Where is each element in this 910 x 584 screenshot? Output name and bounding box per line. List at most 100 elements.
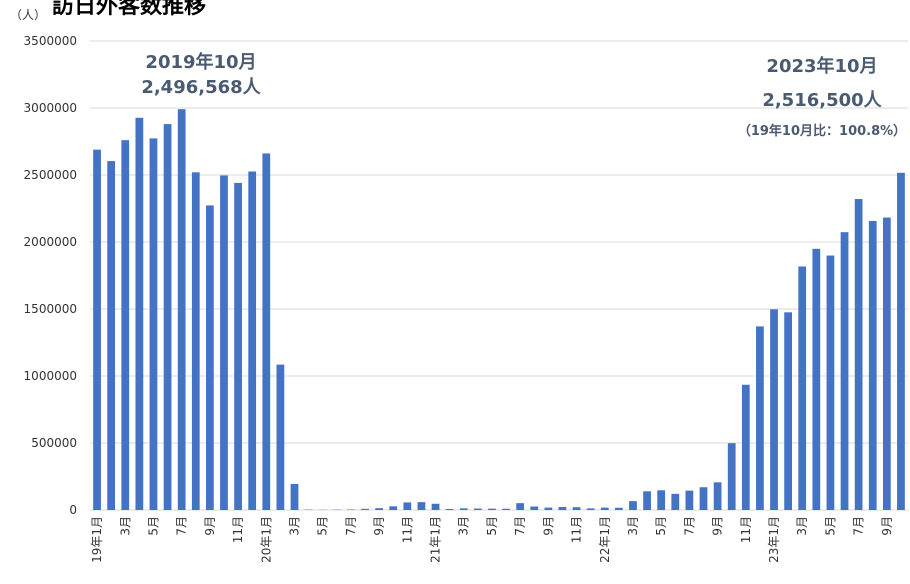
- x-tick-label: 9月: [203, 516, 217, 536]
- annotation-2023-month: 2023年10月: [766, 56, 878, 77]
- bar-11月: [572, 507, 581, 510]
- x-tick-label: 3月: [118, 516, 132, 536]
- bar-4月: [812, 248, 821, 510]
- bar-12月: [756, 326, 764, 510]
- bar-12月: [586, 508, 595, 510]
- bar-9月: [544, 507, 553, 510]
- bar-3月: [459, 508, 468, 510]
- bar-3月: [629, 501, 637, 510]
- bar-19年1月: [93, 149, 101, 510]
- x-tick-label: 7月: [175, 516, 189, 536]
- bar-7月: [516, 503, 525, 510]
- y-tick-label: 0: [69, 503, 77, 517]
- y-tick-label: 500000: [31, 436, 77, 450]
- x-tick-label: 19年1月: [90, 516, 104, 563]
- bar-8月: [868, 220, 877, 510]
- bar-4月: [473, 508, 482, 510]
- bar-7月: [347, 509, 355, 510]
- bar-5月: [488, 508, 496, 510]
- annotation-2019-value: 2,496,568人: [141, 77, 261, 98]
- bar-7月: [854, 199, 863, 510]
- x-tick-label: 5月: [823, 516, 837, 536]
- annotation-2023-ratio: （19年10月比：100.8%）: [737, 124, 907, 139]
- bar-11月: [741, 384, 750, 510]
- bar-11月: [403, 502, 412, 510]
- bar-2月: [445, 509, 454, 510]
- bar-7月: [685, 490, 694, 510]
- bar-5月: [149, 138, 158, 510]
- x-tick-label: 3月: [795, 516, 809, 536]
- bar-12月: [248, 171, 257, 511]
- bar-5月: [657, 490, 666, 510]
- bar-6月: [671, 493, 680, 510]
- bar-9月: [882, 217, 891, 511]
- x-tick-label: 3月: [288, 516, 302, 536]
- bar-22年1月: [600, 507, 609, 510]
- x-tick-label: 3月: [457, 516, 471, 536]
- bar-3月: [290, 484, 299, 510]
- bar-10月: [389, 506, 398, 510]
- bar-3月: [798, 266, 807, 510]
- x-tick-label: 11月: [400, 516, 414, 543]
- x-tick-label: 5月: [485, 516, 499, 536]
- bar-9月: [375, 508, 383, 510]
- bar-8月: [699, 487, 708, 510]
- bar-2月: [107, 161, 116, 510]
- y-tick-label: 2500000: [24, 168, 77, 182]
- x-tick-label: 9月: [541, 516, 555, 536]
- x-tick-label: 21年1月: [429, 516, 443, 563]
- bar-20年1月: [262, 153, 271, 510]
- page-title: 訪日外客数推移: [52, 0, 207, 19]
- x-tick-label: 9月: [711, 516, 725, 536]
- x-tick-label: 5月: [146, 516, 160, 536]
- annotation-2019-month: 2019年10月: [145, 52, 257, 73]
- x-tick-label: 3月: [626, 516, 640, 536]
- bar-9月: [206, 205, 214, 510]
- x-axis: 19年1月 3月 5月 7月 9月 11月 20年1月 3月 5月 7月 9月 11月 21年1月 3月 5…: [90, 516, 894, 563]
- x-tick-label: 7月: [513, 516, 527, 536]
- bar-10月: [220, 175, 228, 510]
- x-tick-label: 7月: [344, 516, 358, 536]
- bar-8月: [361, 508, 369, 510]
- x-tick-label: 5月: [654, 516, 668, 536]
- x-tick-label: 9月: [880, 516, 894, 536]
- bar-10月: [727, 443, 736, 510]
- x-tick-label: 11月: [231, 516, 245, 543]
- y-axis-unit: （人）: [10, 8, 47, 22]
- bar-5月: [826, 255, 835, 510]
- x-tick-label: 11月: [570, 516, 584, 543]
- x-tick-label: 7月: [852, 516, 866, 536]
- x-tick-label: 11月: [739, 516, 753, 543]
- bar-23年1月: [770, 309, 778, 510]
- bar-7月: [177, 109, 186, 511]
- y-tick-label: 1500000: [24, 302, 77, 316]
- bar-2月: [615, 507, 623, 510]
- bar-4月: [643, 491, 651, 510]
- y-tick-label: 2000000: [24, 235, 77, 249]
- bar-6月: [840, 232, 849, 510]
- x-tick-label: 9月: [372, 516, 386, 536]
- x-tick-label: 7月: [682, 516, 696, 536]
- y-axis: 0 500000 1000000 1500000 2000000 2500000 30000…: [24, 34, 77, 517]
- bar-9月: [713, 482, 722, 510]
- x-tick-label: 20年1月: [259, 516, 273, 563]
- bars: [93, 109, 905, 511]
- y-tick-label: 3500000: [24, 34, 77, 48]
- bar-10月: [897, 172, 905, 510]
- bar-8月: [191, 172, 200, 510]
- y-tick-label: 1000000: [24, 369, 77, 383]
- x-tick-label: 5月: [316, 516, 330, 536]
- x-tick-label: 22年1月: [598, 516, 612, 563]
- bar-10月: [558, 507, 567, 510]
- bar-4月: [135, 117, 144, 511]
- bar-3月: [121, 140, 130, 510]
- bar-12月: [417, 502, 426, 510]
- bar-2月: [784, 312, 792, 510]
- x-tick-label: 23年1月: [767, 516, 781, 563]
- bar-6月: [502, 508, 510, 510]
- bar-11月: [234, 182, 242, 510]
- y-tick-label: 3000000: [24, 101, 77, 115]
- annotation-2023-value: 2,516,500人: [762, 90, 882, 111]
- bar-8月: [530, 506, 539, 510]
